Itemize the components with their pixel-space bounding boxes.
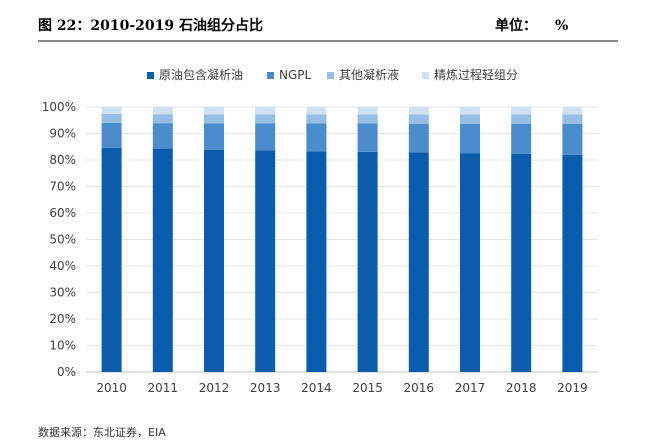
bar-segment <box>460 114 480 124</box>
x-tick-label: 2018 <box>506 381 537 395</box>
x-tick-label: 2014 <box>301 381 332 395</box>
bar-segment <box>204 123 224 150</box>
bar-segment <box>460 153 480 372</box>
bar-segment <box>204 149 224 372</box>
bar-segment <box>101 107 122 114</box>
legend-label: 精炼过程轻组分 <box>434 67 518 82</box>
bar-segment <box>152 114 173 124</box>
y-tick-label: 90% <box>49 127 76 141</box>
x-tick-label: 2019 <box>557 381 588 395</box>
bar-segment <box>306 123 327 152</box>
bar-segment <box>408 123 429 153</box>
bar-segment <box>152 148 173 372</box>
bar-segment <box>255 114 276 124</box>
x-tick-label: 2017 <box>455 381 486 395</box>
bar-segment <box>101 122 122 148</box>
bar-segment <box>408 107 429 115</box>
figure-header: 图 22：2010-2019 石油组分占比 单位：% <box>38 10 598 38</box>
unit-symbol: % <box>555 18 569 34</box>
x-tick-label: 2012 <box>199 381 230 395</box>
bar-segment <box>255 150 276 372</box>
x-tick-label: 2011 <box>148 381 179 395</box>
y-tick-label: 80% <box>49 153 76 167</box>
bar-segment <box>357 114 378 124</box>
legend-label: 原油包含凝析油 <box>159 67 243 82</box>
unit-label: 单位： <box>495 18 537 34</box>
source-note: 数据来源：东北证券，EIA <box>38 426 166 439</box>
legend-label: 其他凝析液 <box>339 67 399 82</box>
legend-label: NGPL <box>279 68 312 82</box>
bar-segment <box>562 154 583 372</box>
bar-segment <box>357 123 378 152</box>
bar-segment <box>511 153 532 372</box>
y-tick-label: 30% <box>49 286 76 300</box>
bar-segment <box>255 123 276 151</box>
bar-segment <box>562 123 583 155</box>
bar-segment <box>511 114 532 124</box>
bar-segment <box>562 114 583 124</box>
legend-swatch <box>147 72 154 79</box>
bar-segment <box>306 151 327 372</box>
x-tick-label: 2010 <box>96 381 127 395</box>
bar-segment <box>152 107 173 115</box>
x-tick-label: 2013 <box>250 381 281 395</box>
bar-segment <box>101 113 122 123</box>
legend-swatch <box>422 72 429 79</box>
y-tick-label: 0% <box>57 365 76 379</box>
legend-swatch <box>267 72 274 79</box>
header-rule <box>38 40 618 42</box>
x-tick-label: 2015 <box>352 381 383 395</box>
legend-swatch <box>327 72 334 79</box>
y-tick-label: 70% <box>49 180 76 194</box>
y-tick-label: 40% <box>49 259 76 273</box>
bar-segment <box>511 123 532 154</box>
y-tick-label: 10% <box>49 339 76 353</box>
bar-segment <box>306 114 327 124</box>
y-tick-label: 50% <box>49 233 76 247</box>
bar-segment <box>152 123 173 149</box>
bar-segment <box>408 152 429 372</box>
x-tick-label: 2016 <box>404 381 435 395</box>
bar-segment <box>562 107 583 115</box>
bar-segment <box>204 107 224 115</box>
y-tick-label: 20% <box>49 312 76 326</box>
figure-title: 图 22：2010-2019 石油组分占比 <box>38 18 263 34</box>
bar-segment <box>511 107 532 115</box>
bar-segment <box>306 107 327 115</box>
bar-segment <box>357 107 378 115</box>
y-tick-label: 60% <box>49 206 76 220</box>
bar-segment <box>204 114 224 124</box>
bar-segment <box>408 114 429 124</box>
bar-segment <box>357 151 378 372</box>
bar-segment <box>460 107 480 115</box>
bar-segment <box>255 107 276 115</box>
bar-segment <box>460 123 480 154</box>
bar-segment <box>101 147 122 372</box>
y-tick-label: 100% <box>42 100 76 114</box>
unit-label-group: 单位：% <box>495 15 568 35</box>
